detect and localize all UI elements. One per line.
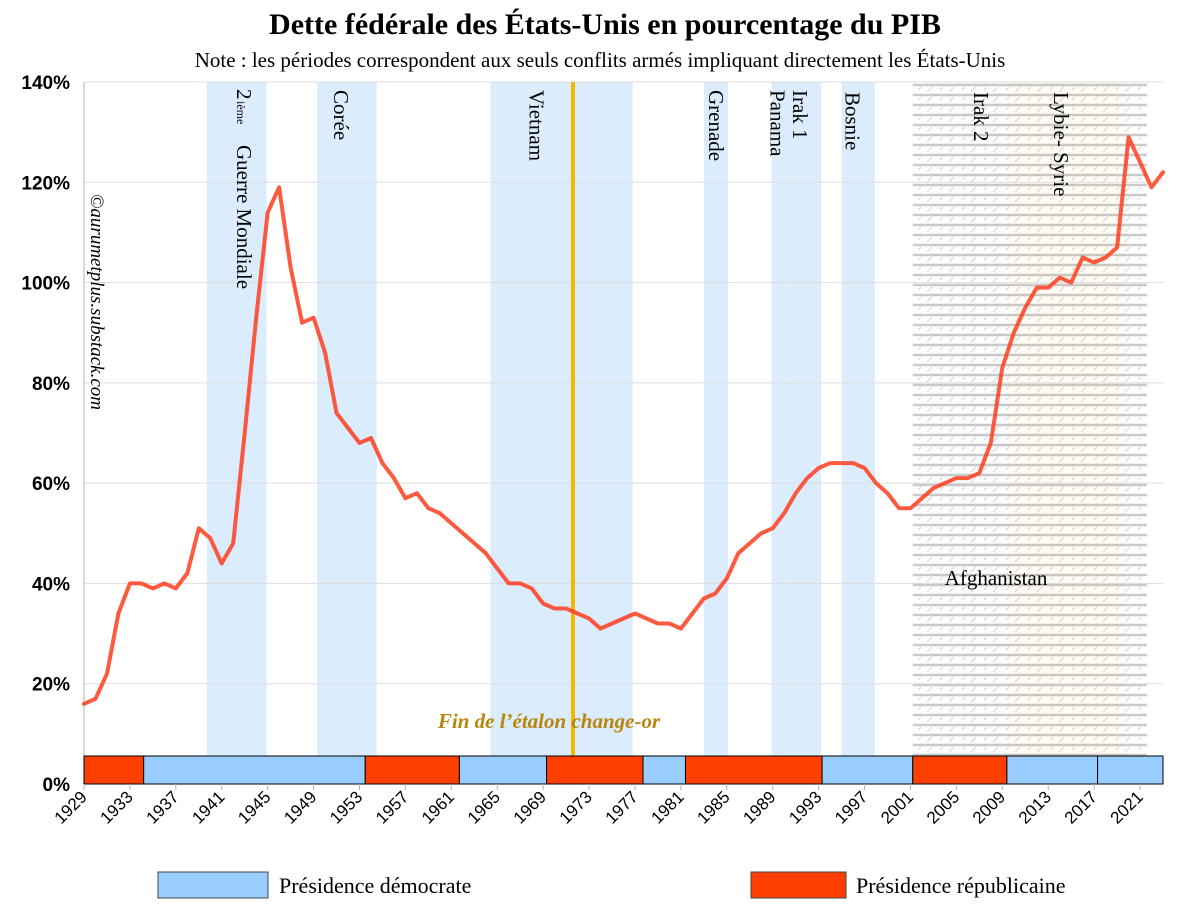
x-axis-ticks: 1929 1933 1937 1941 1945 1949 1953 1957 1961 1965…: [51, 784, 1147, 828]
presidency-republican: [83, 755, 145, 785]
x-tick-label: 1949: [280, 787, 320, 827]
debt-line: [82, 135, 1165, 706]
conflict-label-irak2: Irak 2: [969, 92, 993, 142]
conflict-label-grenade: Grenade: [704, 90, 728, 161]
legend-republican-swatch: [750, 871, 847, 899]
conflict-bands: [206, 82, 1147, 756]
conflict-label-vietnam: Vietnam: [524, 90, 548, 161]
x-tick-label: 1961: [418, 787, 458, 827]
y-tick-label: 120%: [21, 173, 70, 194]
y-tick-label: 100%: [21, 274, 70, 295]
conflict-band-irak-1: [788, 82, 821, 756]
presidency-republican: [912, 755, 1008, 785]
conflict-band-vietnam: [490, 82, 633, 756]
presidency-democrat: [1097, 755, 1164, 785]
x-tick-label: 1969: [510, 787, 550, 827]
conflict-label-ww2-sup: ième: [234, 101, 248, 124]
presidency-democrat: [1006, 755, 1099, 785]
legend-democrat-swatch: [157, 871, 269, 899]
y-tick-label: 60%: [32, 474, 70, 495]
presidency-strip: [83, 755, 1164, 785]
chart-subtitle: Note : les périodes correspondent aux se…: [195, 48, 1006, 72]
gold-standard-marker: Fin de l’étalon change-or: [437, 82, 661, 784]
x-tick-label: 1953: [326, 787, 366, 827]
conflict-band-guerre-mondiale: [206, 82, 267, 756]
conflict-label-afghanistan: Afghanistan: [945, 566, 1048, 590]
debt-series: [82, 135, 1165, 706]
x-tick-label: 2009: [969, 787, 1009, 827]
y-tick-label: 20%: [32, 675, 70, 696]
y-tick-label: 0%: [43, 775, 71, 796]
x-tick-label: 1965: [464, 787, 504, 827]
x-tick-label: 1937: [142, 787, 182, 827]
x-tick-label: 1941: [188, 787, 228, 827]
conflict-label-coree: Corée: [329, 90, 353, 140]
y-tick-label: 40%: [32, 574, 70, 595]
x-tick-label: 1945: [234, 787, 274, 827]
x-tick-label: 1981: [648, 787, 688, 827]
conflict-band-cor-e: [317, 82, 377, 756]
legend: Présidence démocrate Présidence républic…: [157, 871, 1066, 899]
presidency-democrat: [642, 755, 686, 785]
legend-democrat-label: Présidence démocrate: [279, 873, 471, 898]
conflict-label-irak1: Irak 1: [788, 90, 812, 140]
conflict-label-ww2: Guerre Mondiale: [232, 145, 256, 289]
conflict-band-bosnie: [841, 82, 875, 756]
x-tick-label: 2021: [1107, 787, 1147, 827]
x-tick-label: 1997: [831, 787, 871, 827]
conflict-band-afghanistan: [912, 82, 1147, 756]
y-tick-label: 140%: [21, 73, 70, 94]
chart-title: Dette fédérale des États-Unis en pourcen…: [269, 8, 941, 41]
conflict-label-ww2-ordinal: 2: [232, 89, 256, 100]
x-tick-label: 1989: [739, 787, 779, 827]
conflict-band-panama: [771, 82, 789, 756]
presidency-democrat: [143, 755, 366, 785]
y-tick-label: 80%: [32, 374, 70, 395]
x-tick-label: 1933: [97, 787, 137, 827]
x-tick-label: 1977: [602, 787, 642, 827]
x-tick-label: 1985: [693, 787, 733, 827]
conflict-label-panama: Panama: [766, 90, 790, 157]
conflict-label-bosnie: Bosnie: [841, 92, 865, 150]
legend-republican-label: Présidence républicaine: [856, 873, 1066, 898]
gold-standard-label: Fin de l’étalon change-or: [437, 709, 661, 733]
presidency-republican: [364, 755, 460, 785]
grid-lines: [84, 81, 1163, 685]
conflict-band-grenade: [703, 82, 728, 756]
y-axis-ticks: 0% 20% 40% 60% 80% 100% 120% 140%: [21, 73, 70, 796]
x-tick-label: 2001: [877, 787, 917, 827]
x-tick-label: 2013: [1015, 787, 1055, 827]
x-tick-label: 1973: [556, 787, 596, 827]
presidency-republican: [684, 755, 823, 785]
x-tick-label: 2017: [1061, 787, 1101, 827]
credit-watermark: ©aurumetplus.substack.com: [86, 194, 107, 410]
presidency-democrat: [821, 755, 914, 785]
conflict-label-lybie-syrie: Lybie- Syrie: [1049, 92, 1073, 196]
x-tick-label: 1957: [372, 787, 412, 827]
presidency-democrat: [458, 755, 548, 785]
x-tick-label: 1993: [785, 787, 825, 827]
presidency-republican: [546, 755, 644, 785]
x-tick-label: 2005: [923, 787, 963, 827]
